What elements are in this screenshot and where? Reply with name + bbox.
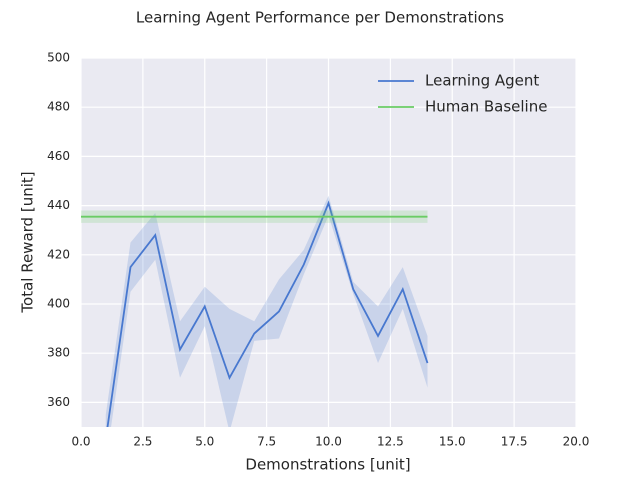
y-tick-label: 460 bbox=[47, 149, 70, 163]
y-tick-label: 480 bbox=[47, 100, 70, 114]
y-tick-label: 380 bbox=[47, 346, 70, 360]
x-tick-label: 7.5 bbox=[257, 435, 276, 449]
legend: Learning Agent Human Baseline bbox=[378, 72, 547, 116]
confidence-band bbox=[105, 195, 428, 427]
x-tick-label: 5.0 bbox=[195, 435, 214, 449]
plot-layer bbox=[81, 195, 429, 427]
y-tick-label: 360 bbox=[47, 395, 70, 409]
y-tick-label: 500 bbox=[47, 51, 70, 65]
x-tick-label: 15.0 bbox=[439, 435, 466, 449]
chart-title: Learning Agent Performance per Demonstra… bbox=[136, 9, 504, 27]
legend-label: Human Baseline bbox=[425, 98, 547, 116]
x-tick-label: 0.0 bbox=[71, 435, 90, 449]
x-tick-label: 20.0 bbox=[563, 435, 590, 449]
x-tick-label: 10.0 bbox=[315, 435, 342, 449]
y-axis-label: Total Reward [unit] bbox=[19, 171, 37, 313]
x-tick-label: 2.5 bbox=[133, 435, 152, 449]
x-tick-label: 17.5 bbox=[501, 435, 528, 449]
y-tick-label: 420 bbox=[47, 247, 70, 261]
series-line bbox=[106, 200, 429, 427]
axes: 0.0 2.5 5.0 7.5 10.0 12.5 15.0 17.5 20.0 360 380 40… bbox=[47, 51, 589, 449]
y-tick-label: 440 bbox=[47, 198, 70, 212]
x-tick-label: 12.5 bbox=[377, 435, 404, 449]
legend-label: Learning Agent bbox=[425, 72, 539, 90]
x-axis-label: Demonstrations [unit] bbox=[245, 456, 410, 474]
y-tick-label: 400 bbox=[47, 297, 70, 311]
